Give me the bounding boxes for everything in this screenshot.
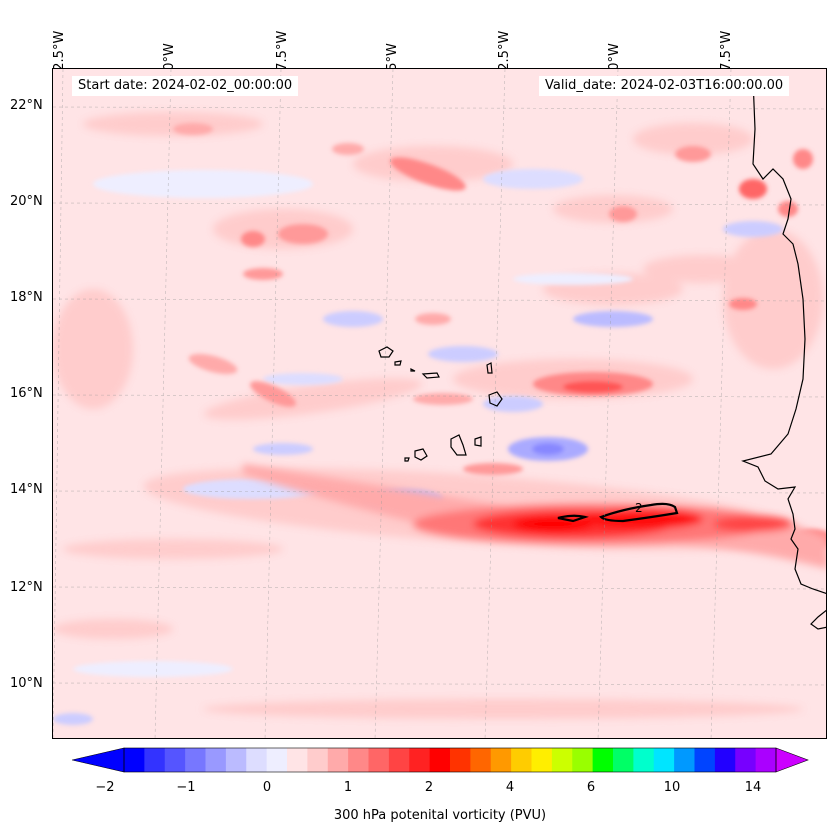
colorbar-cell [429, 748, 451, 772]
colorbar-over-arrow [775, 747, 809, 773]
start-date-label: Start date: 2024-02-02_00:00:00 [72, 76, 299, 96]
colorbar-cell [755, 748, 777, 772]
colorbar-cell [287, 748, 308, 772]
colorbar-tick-2: 2 [424, 780, 434, 795]
colorbar-cell [511, 748, 533, 772]
contour-label: 2 [635, 501, 643, 515]
colorbar-cell [164, 748, 186, 772]
colorbar-tick-1: 1 [343, 780, 353, 795]
colorbar-tick-4: 4 [505, 780, 515, 795]
colorbar-tick-6: 6 [586, 780, 596, 795]
pv-map: 2 [52, 68, 827, 739]
pv-field-svg: 2 [53, 69, 826, 738]
colorbar-cell [124, 748, 145, 772]
africa-coastline [741, 78, 826, 594]
cape-verde-islands [378, 346, 503, 462]
colorbar-cell [551, 748, 573, 772]
colorbar-cell [327, 748, 349, 772]
colorbar-cells [124, 748, 777, 772]
colorbar-cell [694, 748, 716, 772]
lat-label-10n: 10°N [10, 676, 43, 691]
lat-label-12n: 12°N [10, 580, 43, 595]
pv-contour-2: 2 [557, 501, 679, 523]
lat-label-14n: 14°N [10, 482, 43, 497]
colorbar-tick-0: 0 [262, 780, 272, 795]
lat-label-16n: 16°N [10, 386, 43, 401]
colorbar-cell [613, 748, 634, 772]
colorbar [72, 747, 809, 773]
map-gridlines [53, 69, 826, 738]
colorbar-tick-10: 10 [663, 780, 681, 795]
colorbar-cell [714, 748, 736, 772]
colorbar-title: 300 hPa potenital vorticity (PVU) [333, 808, 547, 823]
valid-date-label: Valid_date: 2024-02-03T16:00:00.00 [539, 76, 790, 96]
colorbar-cell [205, 748, 227, 772]
africa-coastline-south [810, 609, 826, 630]
colorbar-cell [653, 748, 675, 772]
colorbar-cell [368, 748, 390, 772]
colorbar-under-arrow [72, 747, 125, 773]
colorbar-cell [633, 748, 655, 772]
colorbar-cell [490, 748, 512, 772]
colorbar-tick-neg2: −2 [95, 780, 115, 795]
lat-label-20n: 20°N [10, 194, 43, 209]
colorbar-cell [735, 748, 757, 772]
colorbar-cell [266, 748, 288, 772]
colorbar-outline [123, 747, 777, 773]
colorbar-cell [246, 748, 268, 772]
colorbar-cell [592, 748, 614, 772]
colorbar-cell [470, 748, 492, 772]
colorbar-tick-14: 14 [744, 780, 762, 795]
lat-label-22n: 22°N [10, 98, 43, 113]
colorbar-cell [185, 748, 207, 772]
colorbar-cell [450, 748, 471, 772]
colorbar-cell [674, 748, 696, 772]
colorbar-cell [531, 748, 553, 772]
colorbar-tick-neg1: −1 [176, 780, 196, 795]
lat-label-18n: 18°N [10, 290, 43, 305]
colorbar-cell [572, 748, 594, 772]
pv-streamer [243, 464, 826, 569]
colorbar-cell [348, 748, 370, 772]
colorbar-cell [409, 748, 431, 772]
colorbar-cell [144, 748, 166, 772]
pv-negative-patches [53, 169, 783, 725]
colorbar-cell [307, 748, 329, 772]
colorbar-cell [388, 748, 410, 772]
colorbar-cell [225, 748, 247, 772]
